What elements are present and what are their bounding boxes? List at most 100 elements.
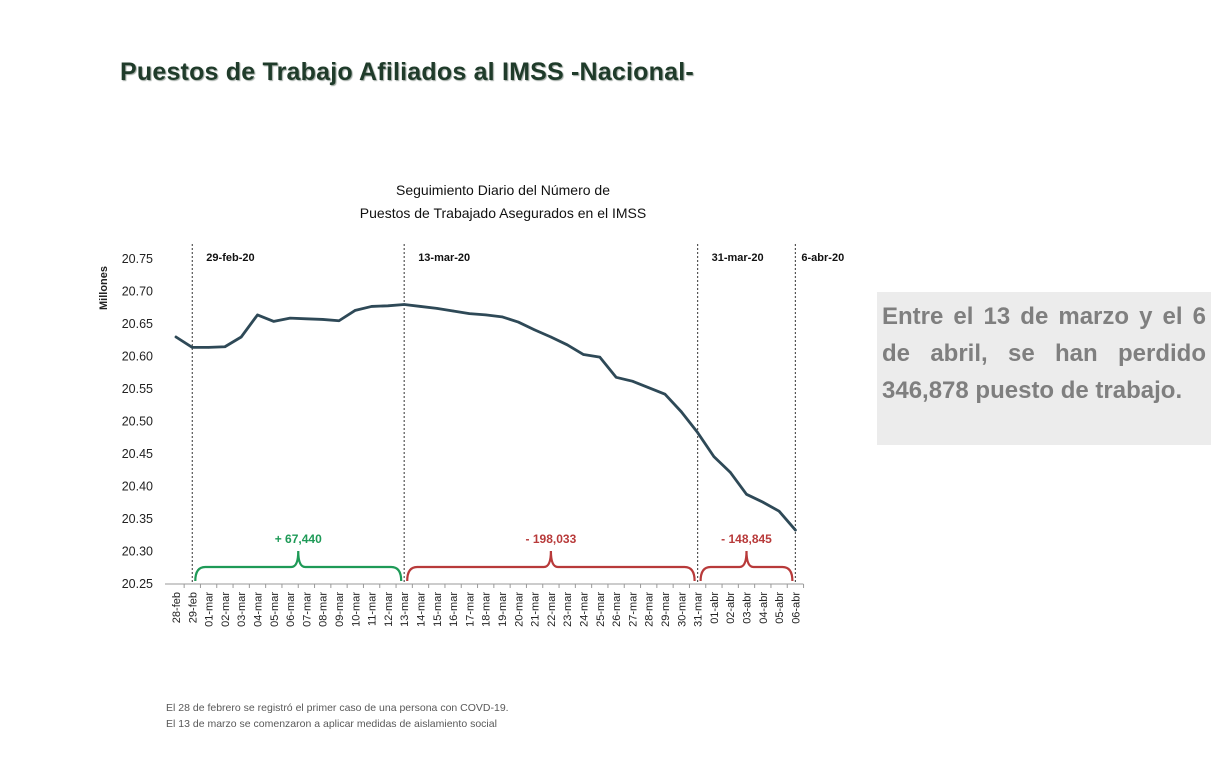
data-point xyxy=(777,510,781,513)
data-point xyxy=(468,312,471,315)
change-label: - 148,845 xyxy=(721,532,772,546)
data-point xyxy=(500,315,504,319)
x-tick-label: 28-feb xyxy=(171,592,183,623)
x-tick-label: 16-mar xyxy=(448,592,460,627)
data-point xyxy=(663,393,667,396)
y-tick-label: 20.45 xyxy=(122,447,153,461)
data-point xyxy=(631,380,634,383)
data-point xyxy=(680,410,683,413)
data-point xyxy=(240,335,243,339)
x-tick-label: 14-mar xyxy=(416,592,428,627)
footnote-line-1: El 28 de febrero se registró el primer c… xyxy=(166,702,509,714)
y-tick-label: 20.30 xyxy=(122,545,153,559)
y-tick-label: 20.25 xyxy=(122,577,153,591)
data-point xyxy=(647,386,650,389)
x-tick-label: 06-mar xyxy=(285,592,297,627)
data-point xyxy=(419,305,422,308)
data-point xyxy=(614,376,618,379)
x-tick-label: 09-mar xyxy=(334,592,346,627)
x-tick-label: 23-mar xyxy=(562,592,574,627)
y-tick-label: 20.70 xyxy=(122,285,153,299)
x-tick-label: 02-abr xyxy=(725,592,737,624)
chart-title-line-1: Seguimiento Diario del Número de xyxy=(396,182,610,198)
data-point xyxy=(305,317,308,320)
data-point xyxy=(712,455,716,458)
x-tick-label: 04-abr xyxy=(758,592,770,624)
x-tick-label: 29-mar xyxy=(660,592,672,627)
y-tick-label: 20.60 xyxy=(122,350,153,364)
date-marker-label: 31-mar-20 xyxy=(712,252,764,264)
data-point xyxy=(729,471,732,474)
data-point xyxy=(761,500,764,504)
date-marker-label: 13-mar-20 xyxy=(418,252,470,264)
x-tick-label: 04-mar xyxy=(253,592,265,627)
data-point xyxy=(696,431,699,434)
data-point xyxy=(174,335,178,339)
series-line xyxy=(174,303,797,532)
x-tick-label: 18-mar xyxy=(481,592,493,627)
data-point xyxy=(549,335,553,339)
data-point xyxy=(403,303,406,306)
date-marker-label: 29-feb-20 xyxy=(206,252,254,264)
page-title: Puestos de Trabajo Afiliados al IMSS -Na… xyxy=(120,58,694,86)
data-point xyxy=(451,309,455,313)
data-point xyxy=(435,307,438,310)
x-tick-label: 19-mar xyxy=(497,592,509,627)
x-tick-label: 02-mar xyxy=(220,592,232,627)
x-tick-label: 12-mar xyxy=(383,592,395,627)
y-tick-label: 20.55 xyxy=(122,382,153,396)
footnotes: El 28 de febrero se registró el primer c… xyxy=(166,700,509,732)
change-label: + 67,440 xyxy=(275,532,322,546)
summary-callout-text: Entre el 13 de marzo y el 6 de abril, se… xyxy=(882,303,1206,404)
y-tick-label: 20.65 xyxy=(122,317,153,331)
x-tick-label: 31-mar xyxy=(693,592,705,627)
data-point xyxy=(484,313,487,317)
x-tick-label: 13-mar xyxy=(399,592,411,627)
x-tick-label: 11-mar xyxy=(367,592,379,626)
x-tick-label: 03-mar xyxy=(236,592,248,627)
footnote-line-2: El 13 de marzo se comenzaron a aplicar m… xyxy=(166,718,497,730)
change-brace xyxy=(699,550,794,582)
data-point xyxy=(223,345,227,348)
x-tick-label: 21-mar xyxy=(530,592,542,627)
date-marker-label: 6-abr-20 xyxy=(801,252,844,264)
x-tick-label: 08-mar xyxy=(318,592,330,627)
y-axis-label: Millones xyxy=(98,266,110,310)
summary-callout: Entre el 13 de marzo y el 6 de abril, se… xyxy=(877,292,1211,445)
data-point xyxy=(598,355,601,359)
x-tick-label: 25-mar xyxy=(595,592,607,627)
data-point xyxy=(191,346,194,349)
data-point xyxy=(337,319,341,322)
data-point xyxy=(207,346,210,349)
x-tick-label: 17-mar xyxy=(464,592,476,627)
change-label: - 198,033 xyxy=(526,532,577,546)
data-point xyxy=(370,305,373,308)
x-tick-label: 05-abr xyxy=(774,592,786,624)
data-point xyxy=(256,313,259,317)
data-point xyxy=(386,304,390,307)
x-tick-label: 10-mar xyxy=(350,592,362,627)
x-tick-label: 15-mar xyxy=(432,592,444,627)
y-tick-label: 20.50 xyxy=(122,415,153,429)
x-tick-label: 24-mar xyxy=(579,592,591,627)
data-point xyxy=(288,316,292,320)
data-point xyxy=(566,343,569,346)
y-tick-label: 20.35 xyxy=(122,512,153,526)
x-tick-label: 06-abr xyxy=(790,592,802,624)
x-tick-label: 03-abr xyxy=(742,592,754,624)
change-brace xyxy=(194,550,403,582)
x-tick-label: 05-mar xyxy=(269,592,281,627)
data-point xyxy=(272,320,275,323)
data-point xyxy=(533,328,536,332)
data-point xyxy=(321,318,324,321)
data-point xyxy=(582,353,585,356)
x-tick-label: 22-mar xyxy=(546,592,558,627)
y-tick-label: 20.40 xyxy=(122,480,153,494)
chart-title-line-2: Puestos de Trabajado Asegurados en el IM… xyxy=(360,205,646,221)
x-tick-label: 26-mar xyxy=(611,592,623,627)
x-tick-label: 27-mar xyxy=(627,592,639,627)
x-tick-label: 01-mar xyxy=(204,592,216,627)
data-point xyxy=(794,528,797,532)
x-tick-label: 01-abr xyxy=(709,592,721,624)
